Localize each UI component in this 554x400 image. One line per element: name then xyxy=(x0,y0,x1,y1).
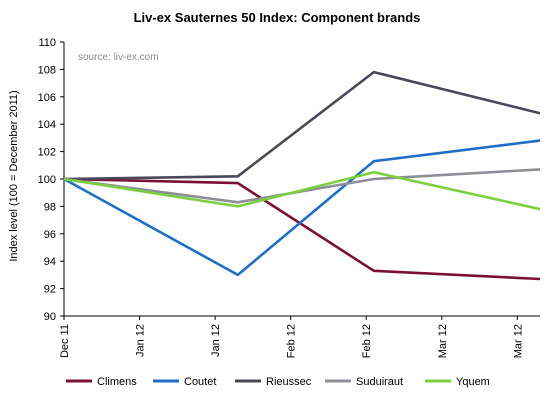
y-tick-label: 102 xyxy=(38,147,56,159)
legend-label-yquem: Yquem xyxy=(456,376,490,388)
y-tick-label: 94 xyxy=(44,256,56,268)
series-line-rieussec xyxy=(63,70,541,181)
source-note: source: liv-ex.com xyxy=(78,52,159,63)
x-tick-label: Jan 12 xyxy=(210,324,222,357)
legend-label-climens: Climens xyxy=(97,376,137,388)
y-axis: 90 92 94 96 98 100 102 104 106 108 110 xyxy=(38,37,65,323)
y-tick-label: 98 xyxy=(44,201,56,213)
x-tick-label: Feb 12 xyxy=(286,324,298,358)
x-tick-label: Mar 12 xyxy=(512,324,524,358)
x-tick-label: Mar 12 xyxy=(437,324,449,358)
series-line-climens xyxy=(63,177,541,281)
series-line-coutet xyxy=(63,139,541,277)
x-tick-label: Feb 12 xyxy=(361,324,373,358)
x-axis: Dec 11 Jan 12 Jan 12 Feb 12 Feb 12 Mar 12 Mar … xyxy=(59,315,540,358)
chart-title: Liv-ex Sauternes 50 Index: Component bra… xyxy=(133,10,421,25)
legend-label-suduiraut: Suduiraut xyxy=(356,376,403,388)
legend: Climens Coutet Rieussec Suduiraut Yquem xyxy=(66,376,490,388)
y-tick-label: 100 xyxy=(38,174,56,186)
y-tick-label: 106 xyxy=(38,92,56,104)
y-tick-label: 90 xyxy=(44,311,56,323)
y-axis-label: Index level (100 = December 2011) xyxy=(8,90,20,261)
series-line-suduiraut xyxy=(63,168,541,204)
y-tick-label: 104 xyxy=(38,119,56,131)
y-tick-label: 110 xyxy=(38,37,56,49)
series-line-yquem xyxy=(63,170,541,211)
y-tick-label: 92 xyxy=(44,284,56,296)
x-tick-label: Jan 12 xyxy=(135,324,147,357)
legend-label-coutet: Coutet xyxy=(184,376,216,388)
y-tick-label: 96 xyxy=(44,229,56,241)
legend-label-rieussec: Rieussec xyxy=(266,376,312,388)
series-group xyxy=(63,70,541,281)
x-tick-label: Dec 11 xyxy=(59,324,71,358)
y-tick-label: 108 xyxy=(38,64,56,76)
